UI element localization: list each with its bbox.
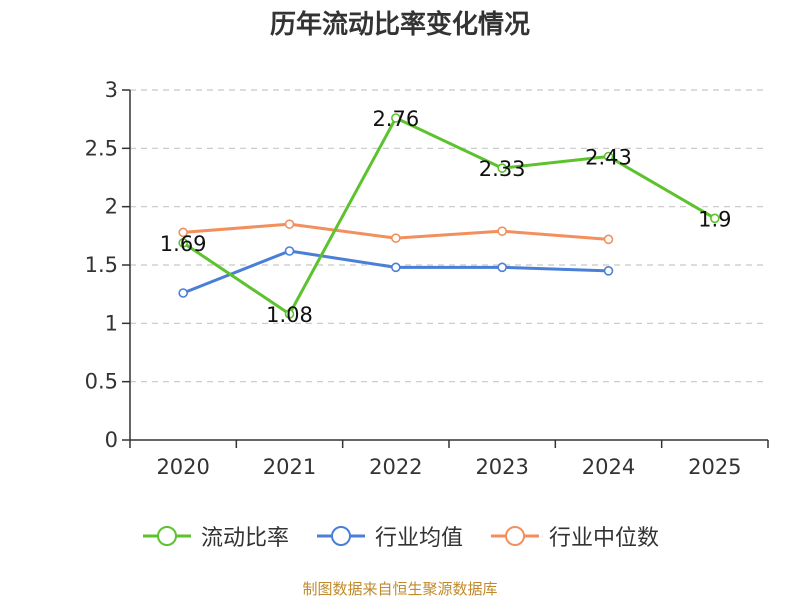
legend-swatch-marker — [330, 526, 351, 546]
grid-lines — [130, 89, 768, 383]
legend: 流动比率 行业均值 行业中位数 — [0, 520, 800, 552]
data-point — [391, 262, 401, 273]
y-tick-label: 0 — [105, 428, 118, 452]
legend-label: 流动比率 — [200, 526, 289, 551]
legend-swatch-icon — [316, 526, 365, 546]
data-point — [710, 213, 720, 224]
data-point — [178, 227, 188, 238]
data-point — [284, 246, 295, 256]
legend-item[interactable]: 流动比率 — [141, 520, 289, 552]
data-point — [284, 309, 295, 319]
y-tick-label: 1.5 — [85, 253, 118, 277]
data-point — [391, 113, 401, 123]
axes: 0 0.5 1 1.5 2 2.5 3 2020 2021 2022 2023 2024 2025 — [85, 78, 769, 479]
data-point — [178, 238, 188, 248]
legend-label: 行业中位数 — [549, 526, 660, 551]
series-line — [182, 116, 716, 316]
legend-swatch-icon — [142, 526, 191, 546]
data-point — [497, 163, 507, 173]
source-footer: 制图数据来自恒生聚源数据库 — [302, 580, 498, 598]
legend-label: 行业均值 — [374, 526, 463, 551]
data-point — [284, 219, 295, 229]
series-lines — [178, 113, 720, 319]
legend-swatch-marker — [156, 526, 177, 546]
y-tick-label: 3 — [105, 78, 118, 102]
legend-swatch-marker — [505, 526, 525, 546]
data-point — [603, 266, 614, 276]
x-tick-label: 2020 — [156, 455, 209, 479]
data-label: 2.76 — [372, 107, 419, 131]
legend-swatch-icon — [491, 526, 539, 546]
data-point — [603, 151, 614, 162]
x-tick-label: 2024 — [582, 455, 635, 479]
chart-title: 历年流动比率变化情况 — [269, 10, 530, 40]
data-label: 1.08 — [266, 303, 313, 327]
data-point — [497, 226, 507, 236]
x-tick-label: 2025 — [688, 455, 741, 479]
legend-item[interactable]: 行业均值 — [315, 520, 463, 552]
x-tick-label: 2021 — [263, 455, 316, 479]
y-tick-label: 1 — [105, 311, 118, 335]
y-tick-label: 2.5 — [85, 136, 118, 160]
x-tick-label: 2023 — [475, 455, 528, 479]
x-tick-label: 2022 — [369, 455, 422, 479]
data-label: 1.69 — [160, 232, 207, 256]
legend-item[interactable]: 行业中位数 — [489, 520, 659, 552]
y-tick-label: 2 — [105, 195, 118, 219]
data-label: 1.9 — [698, 207, 731, 231]
data-point — [391, 233, 401, 243]
data-point — [178, 288, 188, 298]
data-point — [603, 234, 614, 245]
data-point — [497, 262, 507, 273]
data-labels: 1.69 1.08 2.76 2.33 2.43 1.9 — [160, 107, 732, 327]
data-label: 2.43 — [585, 146, 632, 170]
data-label: 2.33 — [479, 157, 526, 181]
y-tick-label: 0.5 — [85, 370, 118, 394]
